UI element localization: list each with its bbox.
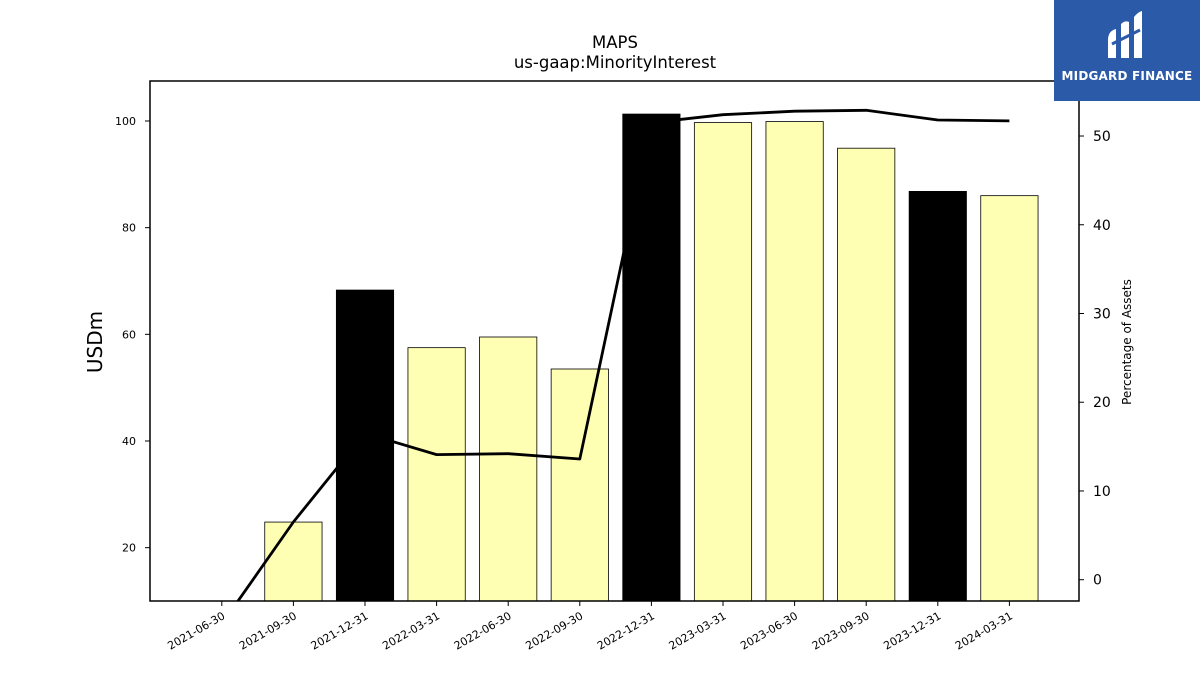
y2-tick-label: 0 bbox=[1093, 573, 1102, 589]
bar bbox=[908, 190, 967, 602]
bar bbox=[980, 195, 1039, 602]
plot-frame bbox=[149, 80, 1080, 602]
left-axis: 20 40 60 80 100 bbox=[115, 115, 150, 555]
y2-tick-label: 50 bbox=[1093, 129, 1111, 145]
series-line bbox=[236, 108, 1010, 601]
x-tick-label: 2021-09-30 bbox=[237, 609, 299, 652]
right-axis: 0 10 20 30 40 50 bbox=[1079, 129, 1111, 589]
x-tick-label: 2022-09-30 bbox=[523, 609, 585, 652]
bar bbox=[765, 121, 824, 602]
y-tick-label: 60 bbox=[122, 328, 136, 341]
y2-tick-label: 20 bbox=[1093, 395, 1111, 411]
y2-tick-label: 30 bbox=[1093, 306, 1111, 322]
y-tick-label: 40 bbox=[122, 435, 136, 448]
x-tick-label: 2023-12-31 bbox=[881, 609, 943, 652]
y-tick-label: 80 bbox=[122, 222, 136, 235]
x-tick-label: 2022-03-31 bbox=[380, 609, 442, 652]
bar bbox=[837, 147, 896, 602]
y2-tick-label: 10 bbox=[1093, 484, 1111, 500]
x-axis: 2021-06-30 2021-09-30 2021-12-31 2022-03-31… bbox=[165, 601, 1015, 653]
y-axis-label: USDm bbox=[83, 311, 107, 373]
logo-text: MIDGARD FINANCE bbox=[1061, 69, 1193, 83]
bar bbox=[479, 336, 538, 602]
x-tick-label: 2023-03-31 bbox=[667, 609, 729, 652]
x-tick-label: 2023-09-30 bbox=[810, 609, 872, 652]
logo: MIDGARD FINANCE bbox=[1054, 0, 1200, 101]
bar bbox=[693, 122, 753, 602]
chart-title: MAPS bbox=[592, 33, 638, 52]
bar bbox=[407, 347, 466, 602]
bars-layer bbox=[264, 113, 1039, 602]
bar bbox=[622, 113, 681, 602]
y-tick-label: 100 bbox=[115, 115, 136, 128]
bar bbox=[550, 368, 609, 602]
x-tick-label: 2022-12-31 bbox=[595, 609, 657, 652]
chart-subtitle: us-gaap:MinorityInterest bbox=[514, 53, 717, 72]
bar bbox=[335, 289, 395, 602]
logo-mark-icon bbox=[1108, 11, 1142, 58]
y-tick-label: 20 bbox=[122, 542, 136, 555]
bar bbox=[264, 521, 323, 602]
y2-axis-label: Percentage of Assets bbox=[1120, 279, 1134, 405]
y2-tick-label: 40 bbox=[1093, 218, 1111, 234]
line-layer bbox=[236, 108, 1010, 601]
x-tick-label: 2024-03-31 bbox=[953, 609, 1015, 652]
x-tick-label: 2022-06-30 bbox=[452, 609, 514, 652]
x-tick-label: 2021-06-30 bbox=[165, 609, 227, 652]
x-tick-label: 2021-12-31 bbox=[309, 609, 371, 652]
x-tick-label: 2023-06-30 bbox=[738, 609, 800, 652]
